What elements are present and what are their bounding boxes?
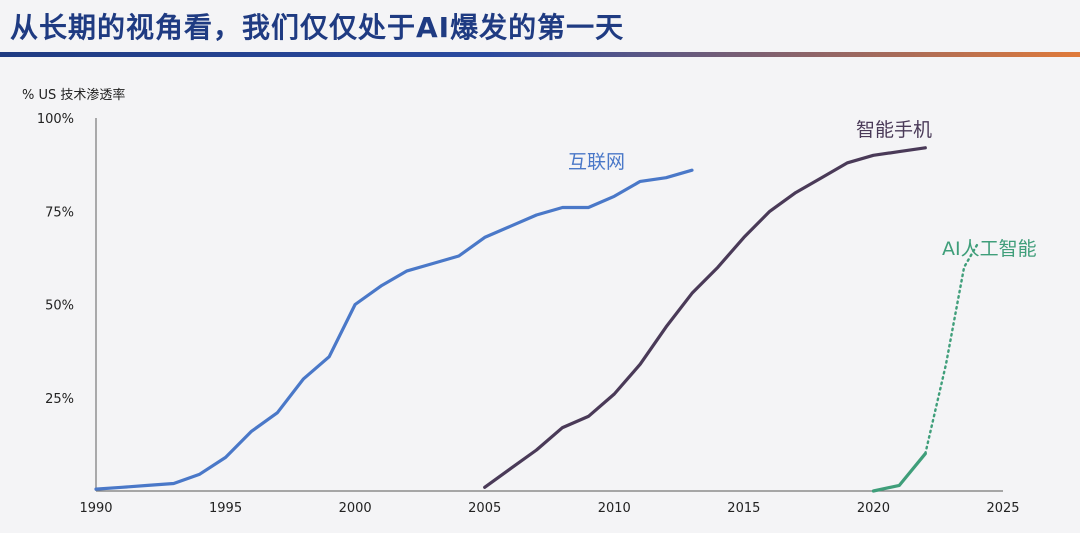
x-tick-label: 2015 bbox=[727, 501, 760, 516]
y-axis-label: % US 技术渗透率 bbox=[22, 88, 126, 103]
y-tick-label: 25% bbox=[45, 392, 74, 407]
x-tick-label: 1990 bbox=[79, 501, 112, 516]
y-tick-label: 50% bbox=[45, 299, 74, 314]
x-tick-label: 1995 bbox=[209, 501, 242, 516]
x-tick-label: 2010 bbox=[598, 501, 631, 516]
series-name-label: 互联网 bbox=[568, 151, 625, 173]
series-line-1 bbox=[483, 146, 927, 489]
x-tick-label: 2020 bbox=[857, 501, 890, 516]
x-tick-label: 2000 bbox=[339, 501, 372, 516]
x-tick-label: 2025 bbox=[986, 501, 1019, 516]
y-tick-label: 75% bbox=[45, 205, 74, 220]
series-line-0 bbox=[94, 168, 694, 491]
series-line-3 bbox=[924, 243, 979, 455]
page-title: 从长期的视角看，我们仅仅处于AI爆发的第一天 bbox=[10, 11, 625, 44]
title-underline bbox=[0, 52, 1080, 57]
x-tick-label: 2005 bbox=[468, 501, 501, 516]
series-name-label: AI人工智能 bbox=[942, 238, 1037, 260]
y-tick-label: 100% bbox=[37, 112, 74, 127]
series-line-2 bbox=[871, 452, 927, 493]
series-name-label: 智能手机 bbox=[856, 119, 932, 141]
